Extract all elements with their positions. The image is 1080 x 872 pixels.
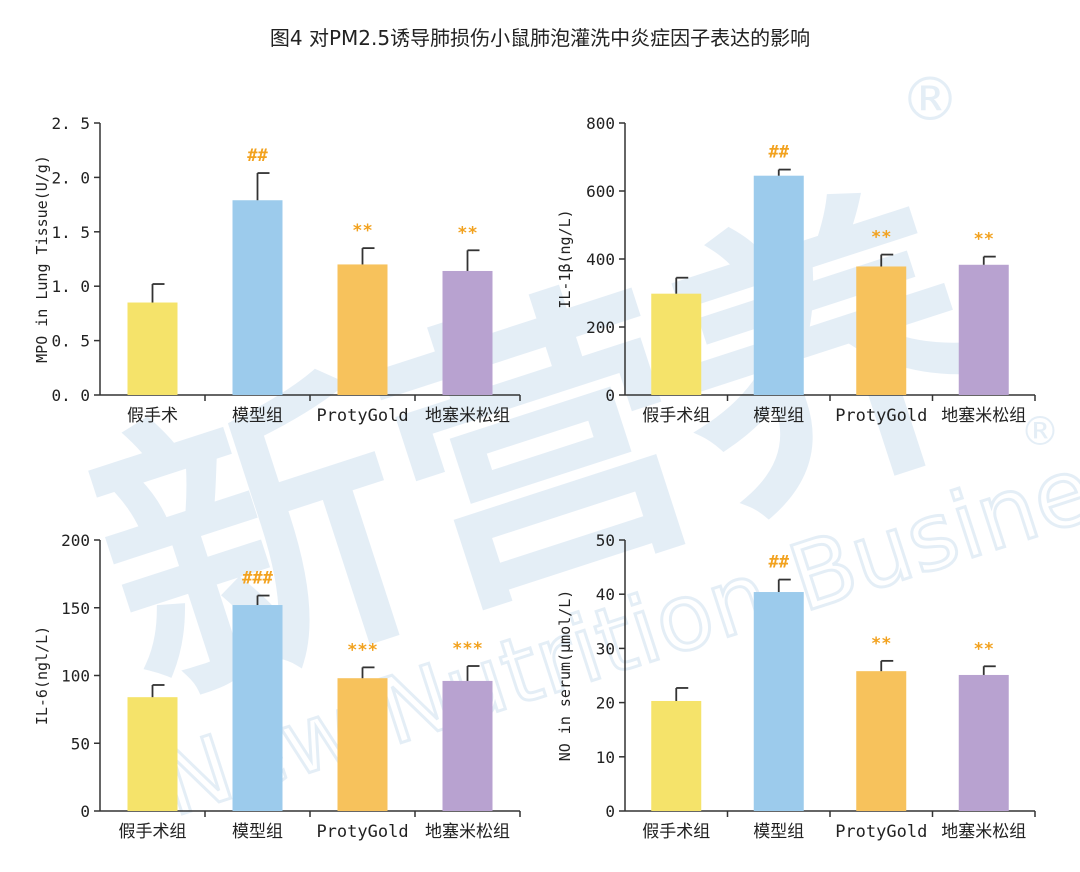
significance-label: ***	[347, 640, 378, 660]
bar	[127, 697, 178, 811]
y-axis-label: MPO in Lung Tissue(U/g)	[33, 155, 51, 363]
y-tick-label: 0. 0	[51, 386, 90, 405]
bar	[856, 671, 907, 811]
y-tick-label: 1. 5	[51, 223, 90, 242]
bar	[753, 592, 804, 811]
chart-il6: 0 50 100 150 200 IL-6(ngl/L) 假手术组 ### 模型组 *** Prot…	[33, 531, 521, 842]
significance-label: **	[871, 634, 891, 654]
bar	[753, 175, 804, 395]
chart-mpo: 0. 0 0. 5 1. 0 1. 5 2. 0 2. 5 MPO in Lung Tiss…	[33, 114, 521, 426]
bar	[442, 270, 493, 395]
bar	[651, 293, 702, 395]
significance-label: **	[974, 230, 994, 250]
x-tick-label: 假手术	[127, 406, 178, 426]
chart-no: 0 10 20 30 40 50 NO in serum(μmol/L) 假手术组 ## 模型组 *…	[556, 531, 1036, 842]
y-tick-label: 200	[61, 531, 90, 550]
significance-label: ###	[242, 569, 273, 589]
y-axis-label: IL-6(ngl/L)	[33, 626, 51, 725]
y-tick-label: 1. 0	[51, 277, 90, 296]
y-tick-label: 600	[586, 182, 615, 201]
bar	[958, 264, 1009, 395]
significance-label: **	[871, 228, 891, 248]
y-tick-label: 20	[596, 694, 615, 713]
x-tick-label: 地塞米松组	[425, 822, 510, 842]
significance-label: ##	[769, 143, 790, 163]
bar	[232, 200, 283, 395]
bar	[651, 700, 702, 811]
significance-label: **	[352, 221, 372, 241]
x-tick-label: ProtyGold	[835, 406, 927, 426]
significance-label: **	[974, 639, 994, 659]
x-tick-label: 模型组	[753, 406, 804, 426]
figure-title: 图4 对PM2.5诱导肺损伤小鼠肺泡灌洗中炎症因子表达的影响	[269, 26, 811, 50]
chart-il1b: 0 200 400 600 800 IL-1β(ng/L) 假手术组 ## 模型组 ** Proty…	[556, 114, 1036, 426]
y-tick-label: 2. 5	[51, 114, 90, 133]
y-axis-label: NO in serum(μmol/L)	[556, 590, 574, 762]
y-tick-label: 400	[586, 250, 615, 269]
y-tick-label: 10	[596, 748, 615, 767]
y-tick-label: 50	[596, 531, 615, 550]
significance-label: ##	[247, 146, 268, 166]
y-tick-label: 0	[605, 386, 615, 405]
bar	[232, 605, 283, 811]
x-tick-label: ProtyGold	[316, 822, 408, 842]
bar	[442, 680, 493, 811]
significance-label: ##	[769, 553, 790, 573]
x-tick-label: 假手术组	[642, 822, 710, 842]
significance-label: **	[457, 223, 477, 243]
x-tick-label: 地塞米松组	[425, 406, 510, 426]
y-tick-label: 150	[61, 599, 90, 618]
x-tick-label: 模型组	[753, 822, 804, 842]
y-tick-label: 2. 0	[51, 168, 90, 187]
bar	[127, 302, 178, 395]
x-tick-label: ProtyGold	[316, 406, 408, 426]
x-tick-label: 假手术组	[642, 406, 710, 426]
watermark-registered-2: ®	[1020, 409, 1060, 455]
y-tick-label: 200	[586, 318, 615, 337]
bar	[958, 674, 1009, 811]
significance-label: ***	[452, 639, 483, 659]
y-axis-label: IL-1β(ng/L)	[556, 209, 574, 308]
x-tick-label: 模型组	[232, 406, 283, 426]
x-tick-label: 地塞米松组	[941, 822, 1026, 842]
y-tick-label: 0. 5	[51, 332, 90, 351]
y-tick-label: 40	[596, 585, 615, 604]
y-tick-label: 100	[61, 667, 90, 686]
watermark-registered-1: ®	[900, 65, 960, 135]
y-tick-label: 800	[586, 114, 615, 133]
x-tick-label: 地塞米松组	[941, 406, 1026, 426]
bar	[856, 266, 907, 395]
y-tick-label: 0	[80, 802, 90, 821]
bar	[337, 264, 388, 395]
y-tick-label: 50	[71, 734, 90, 753]
x-tick-label: 模型组	[232, 822, 283, 842]
x-tick-label: ProtyGold	[835, 822, 927, 842]
x-tick-label: 假手术组	[119, 822, 187, 842]
bar	[337, 678, 388, 811]
y-tick-label: 30	[596, 639, 615, 658]
y-tick-label: 0	[605, 802, 615, 821]
